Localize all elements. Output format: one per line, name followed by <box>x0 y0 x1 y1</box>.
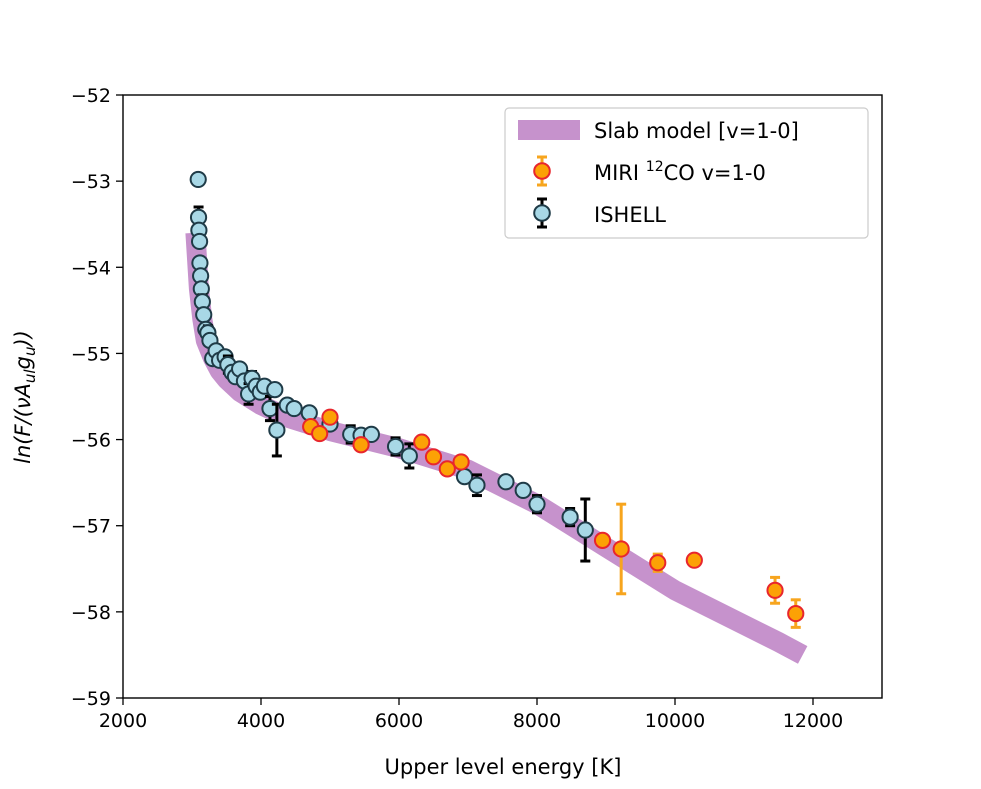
ishell-point <box>514 481 532 499</box>
ishell-point <box>400 447 418 465</box>
miri-point <box>787 604 805 623</box>
x-axis-label: Upper level energy [K] <box>385 755 622 779</box>
x-tick-label: 8000 <box>513 710 561 732</box>
y-tick-label: −57 <box>71 516 111 538</box>
legend-label-ishell: ISHELL <box>594 203 666 227</box>
ishell-point <box>497 473 515 491</box>
miri-point <box>452 453 470 471</box>
miri-point <box>311 424 329 443</box>
ishell-point <box>266 381 284 399</box>
miri-point <box>766 581 784 599</box>
x-tick-label: 12000 <box>783 710 843 732</box>
x-tick-label: 4000 <box>237 710 285 732</box>
ishell-point <box>285 399 303 418</box>
legend: Slab model [v=1-0] MIRI 12CO v=1-0 ISHEL… <box>504 107 869 239</box>
x-tick-label: 2000 <box>99 710 147 732</box>
y-tick-label: −58 <box>71 602 111 624</box>
ishell-point <box>362 425 380 444</box>
ishell-point <box>386 437 405 456</box>
y-tick-label: −52 <box>71 85 111 107</box>
ishell-point <box>576 521 594 539</box>
ishell-point <box>528 495 546 513</box>
legend-swatch-slab-model <box>518 120 580 140</box>
x-tick-label: 6000 <box>375 710 423 732</box>
legend-label-miri-sup: 12 <box>646 159 664 175</box>
y-axis-label-nu: ν <box>11 397 35 409</box>
ishell-point <box>190 232 209 251</box>
y-axis-label-ul: ul <box>21 369 39 384</box>
miri-point <box>612 540 630 558</box>
y-tick-label: −59 <box>71 688 111 710</box>
miri-point <box>649 554 667 572</box>
miri-point <box>424 448 443 466</box>
legend-label-miri: MIRI 12CO v=1-0 <box>594 159 766 185</box>
x-tick-label: 10000 <box>645 710 705 732</box>
legend-box <box>504 107 869 239</box>
ishell-point <box>468 476 486 494</box>
miri-point <box>593 531 612 549</box>
x-axis: 2000 4000 6000 8000 10000 12000 <box>99 698 843 732</box>
legend-label-miri-suffix: CO v=1-0 <box>664 161 766 185</box>
miri-point <box>438 460 456 478</box>
legend-label-miri-prefix: MIRI <box>594 161 646 185</box>
y-axis: −59 −58 −57 −56 −55 −54 −53 −52 <box>71 85 123 710</box>
y-axis-label-g: g <box>11 356 35 369</box>
y-tick-label: −56 <box>71 430 111 452</box>
ishell-points-layer <box>189 170 594 563</box>
y-tick-label: −54 <box>71 257 111 279</box>
miri-points-layer <box>302 408 805 629</box>
legend-swatch-ishell-marker <box>533 204 551 222</box>
miri-point <box>352 436 370 454</box>
y-tick-label: −53 <box>71 171 111 193</box>
miri-point <box>321 408 339 426</box>
y-tick-label: −55 <box>71 343 111 365</box>
ishell-point <box>561 508 579 526</box>
y-axis-label-b: )) <box>11 330 35 348</box>
plot-frame <box>122 94 883 699</box>
miri-point <box>413 433 431 451</box>
y-axis-label-a: ln(F/( <box>11 408 35 463</box>
miri-point <box>685 551 703 569</box>
y-axis-label: ln(F/(νAulgu)) <box>11 330 39 464</box>
legend-label-slab-model: Slab model [v=1-0] <box>594 119 799 143</box>
legend-swatch-miri-marker <box>533 162 551 180</box>
ishell-point <box>268 421 286 439</box>
y-axis-label-A: A <box>11 383 35 399</box>
ishell-point <box>195 306 213 324</box>
y-axis-label-u: u <box>21 347 39 357</box>
ishell-point <box>189 170 207 189</box>
